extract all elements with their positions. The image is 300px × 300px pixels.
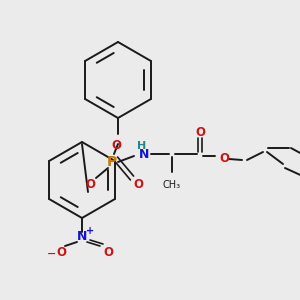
Text: O: O [56, 245, 66, 259]
Text: H: H [137, 141, 147, 151]
Text: N: N [139, 148, 149, 160]
Text: O: O [111, 139, 121, 152]
Text: O: O [85, 178, 95, 190]
Text: O: O [219, 152, 229, 166]
Text: P: P [107, 155, 117, 169]
Text: N: N [77, 230, 87, 242]
Text: O: O [133, 178, 143, 190]
Text: −: − [47, 249, 57, 259]
Text: O: O [103, 245, 113, 259]
Text: CH₃: CH₃ [163, 180, 181, 190]
Text: O: O [195, 125, 205, 139]
Text: +: + [86, 226, 94, 236]
